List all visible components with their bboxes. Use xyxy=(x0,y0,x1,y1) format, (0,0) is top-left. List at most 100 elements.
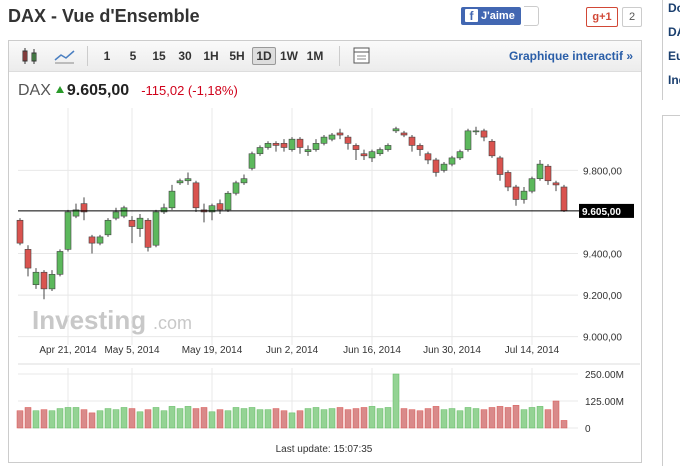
last-update: Last update: 15:07:35 xyxy=(276,444,373,455)
volume-bar xyxy=(32,410,40,429)
x-tick-label: Jun 30, 2014 xyxy=(423,345,481,356)
candle-body xyxy=(136,217,144,229)
gplus-button[interactable]: g+1 xyxy=(586,7,618,27)
interval-button[interactable]: 5H xyxy=(229,49,245,63)
candle-body xyxy=(72,209,80,217)
candle-body xyxy=(312,143,320,150)
volume-bar xyxy=(472,408,480,429)
candle-body xyxy=(360,153,368,157)
volume-bar xyxy=(480,409,488,429)
volume-bar xyxy=(200,407,208,429)
candle-body xyxy=(336,132,344,136)
candle-body xyxy=(536,163,544,179)
fb-icon: f xyxy=(465,9,478,23)
page-title: DAX - Vue d'Ensemble xyxy=(8,6,200,26)
candle-body xyxy=(248,153,256,169)
candle-body xyxy=(112,211,120,219)
volume-bar xyxy=(80,409,88,429)
candle-body xyxy=(352,145,360,150)
interval-button[interactable]: 1W xyxy=(280,49,298,63)
candle-body xyxy=(320,136,328,144)
interval-button[interactable]: 15 xyxy=(152,49,166,63)
candle-body xyxy=(88,236,96,244)
candle-body xyxy=(448,157,456,165)
volume-bar xyxy=(344,409,352,429)
line-icon[interactable] xyxy=(53,46,77,66)
volume-bar xyxy=(528,407,536,429)
volume-bar xyxy=(160,410,168,429)
candle-body xyxy=(464,130,472,150)
candle-icon[interactable] xyxy=(19,46,43,66)
candle-body xyxy=(168,190,176,209)
volume-bar xyxy=(408,409,416,429)
candle-body xyxy=(56,251,64,275)
volume-bar xyxy=(304,408,312,429)
candle-body xyxy=(520,190,528,200)
volume-bar xyxy=(560,420,568,429)
like-count xyxy=(524,6,539,26)
volume-bar xyxy=(544,409,552,429)
candle-body xyxy=(216,203,224,211)
y-tick-label: 9.400,00 xyxy=(583,250,622,261)
interval-button[interactable]: 1 xyxy=(103,49,111,63)
like-button[interactable]: f J'aime xyxy=(461,7,521,25)
settings-icon[interactable] xyxy=(352,46,372,66)
volume-bar xyxy=(40,409,48,429)
candle-body xyxy=(184,178,192,182)
interval-button[interactable]: 30 xyxy=(178,49,192,63)
interactive-chart-link[interactable]: Graphique interactif » xyxy=(508,49,633,63)
candle-body xyxy=(64,211,72,250)
volume-bar xyxy=(400,408,408,429)
sidebar-link[interactable]: Eu xyxy=(668,49,680,63)
candle-body xyxy=(496,157,504,175)
volume-bar xyxy=(112,409,120,429)
volume-bar xyxy=(152,407,160,429)
volume-bar xyxy=(464,407,472,429)
sidebar-link[interactable]: Ind xyxy=(668,73,680,87)
sidebar-panel xyxy=(662,115,680,466)
y-tick-label: 250.00M xyxy=(585,370,624,381)
candle-body xyxy=(560,186,568,212)
interval-button[interactable]: 1M xyxy=(306,49,324,63)
volume-bar xyxy=(368,406,376,429)
sidebar-link[interactable]: Do xyxy=(668,1,680,15)
candle-body xyxy=(368,151,376,159)
candle-body xyxy=(304,149,312,152)
candle-body xyxy=(528,178,536,192)
candle-body xyxy=(160,207,168,213)
candle-body xyxy=(272,143,280,146)
volume-bar xyxy=(96,410,104,429)
volume-bar xyxy=(336,407,344,429)
candle-body xyxy=(328,134,336,140)
candle-body xyxy=(472,130,480,133)
volume-bar xyxy=(232,407,240,429)
volume-bar xyxy=(184,406,192,429)
candle-body xyxy=(440,163,448,171)
candle-body xyxy=(32,271,40,286)
volume-bar xyxy=(312,407,320,429)
candle-body xyxy=(152,211,160,246)
volume-bar xyxy=(88,412,96,429)
volume-bar xyxy=(504,407,512,429)
toolbar: 1 5 15 30 1H 5H 1D 1W 1M Graphique interactif » xyxy=(9,41,641,72)
candle-body xyxy=(512,186,520,200)
volume-bar xyxy=(16,410,24,429)
candle-body xyxy=(48,274,56,290)
volume-bar xyxy=(104,408,112,429)
interval-button[interactable]: 5 xyxy=(129,49,137,63)
watermark: .com xyxy=(153,313,192,333)
candle-body xyxy=(280,143,288,148)
interval-button[interactable]: 1D xyxy=(252,47,276,65)
interval-button[interactable]: 1H xyxy=(203,49,219,63)
x-tick-label: Jun 16, 2014 xyxy=(343,345,401,356)
volume-bar xyxy=(392,373,400,429)
volume-bar xyxy=(328,408,336,429)
volume-bar xyxy=(512,405,520,429)
price-tag-label: 9.605,00 xyxy=(582,207,621,218)
candle-body xyxy=(240,178,248,184)
candle-body xyxy=(144,219,152,248)
volume-bar xyxy=(56,408,64,429)
sidebar-link[interactable]: DA xyxy=(668,25,680,39)
candle-body xyxy=(416,145,424,150)
volume-bar xyxy=(456,410,464,429)
